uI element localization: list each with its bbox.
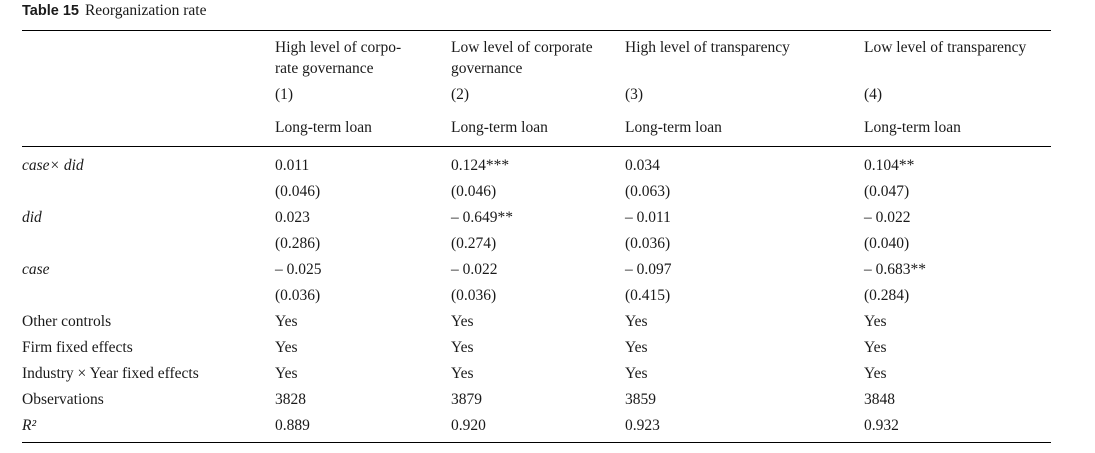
table-cell: Yes — [864, 313, 887, 330]
table-cell: Yes — [451, 339, 474, 356]
table-cell: Yes — [451, 365, 474, 382]
col4-index: (4) — [864, 86, 883, 103]
row-label: case× did — [22, 157, 84, 174]
table-cell: (0.286) — [275, 235, 321, 252]
table-cell: (0.284) — [864, 287, 910, 304]
row-label: Observations — [22, 391, 104, 408]
table-cell: Yes — [864, 365, 887, 382]
table-cell: Yes — [625, 339, 648, 356]
col2-dep-var: Long-term loan — [451, 119, 548, 136]
table-cell: Yes — [275, 365, 298, 382]
table-cell: – 0.683** — [864, 261, 926, 278]
table-cell: – 0.097 — [625, 261, 672, 278]
table-cell: – 0.025 — [275, 261, 322, 278]
row-label: did — [22, 209, 42, 226]
table-cell: (0.046) — [451, 183, 497, 200]
col1-dep-var: Long-term loan — [275, 119, 372, 136]
table-cell: Yes — [451, 313, 474, 330]
table-cell: – 0.022 — [451, 261, 498, 278]
table-cell: 3879 — [451, 391, 482, 408]
table-title: Reorganization rate — [84, 2, 207, 19]
table-cell: 3828 — [275, 391, 306, 408]
col1-header-line1: High level of corpo- — [275, 39, 402, 56]
table-cell: 0.011 — [275, 157, 310, 174]
row-label: R² — [22, 417, 37, 434]
bottom-rule — [22, 442, 1051, 443]
table-cell: (0.415) — [625, 287, 671, 304]
col2-header-line2: governance — [451, 60, 523, 77]
table-cell: 0.920 — [451, 417, 486, 434]
table-cell: 0.104** — [864, 157, 915, 174]
table-cell: – 0.011 — [625, 209, 671, 226]
col2-index: (2) — [451, 86, 470, 103]
table-cell: (0.036) — [625, 235, 671, 252]
table-cell: 0.034 — [625, 157, 660, 174]
table-number: Table 15 — [22, 3, 79, 19]
table-cell: (0.047) — [864, 183, 910, 200]
table-cell: (0.036) — [275, 287, 321, 304]
row-label: Industry × Year fixed effects — [22, 365, 199, 382]
table-cell: 0.889 — [275, 417, 310, 434]
row-label: case — [22, 261, 50, 278]
col4-header-line1: Low level of transparency — [864, 39, 1027, 56]
table-cell: Yes — [864, 339, 887, 356]
table-cell: 0.124*** — [451, 157, 510, 174]
col3-header-line1: High level of transparency — [625, 39, 790, 56]
table-cell: 3848 — [864, 391, 895, 408]
col1-header-line2: rate governance — [275, 60, 374, 77]
table-cell: (0.046) — [275, 183, 321, 200]
table-cell: 3859 — [625, 391, 656, 408]
table-cell: 0.923 — [625, 417, 660, 434]
table-cell: (0.040) — [864, 235, 910, 252]
table-cell: – 0.022 — [864, 209, 911, 226]
table-cell: (0.063) — [625, 183, 671, 200]
table-cell: Yes — [275, 339, 298, 356]
table-cell: Yes — [275, 313, 298, 330]
col3-index: (3) — [625, 86, 644, 103]
col3-dep-var: Long-term loan — [625, 119, 722, 136]
row-label: Firm fixed effects — [22, 339, 133, 356]
table-cell: 0.023 — [275, 209, 310, 226]
table-caption: Table 15 Reorganization rate — [22, 2, 206, 20]
table-cell: Yes — [625, 365, 648, 382]
table-cell: – 0.649** — [451, 209, 513, 226]
table-cell: (0.274) — [451, 235, 497, 252]
table-cell: (0.036) — [451, 287, 497, 304]
col1-index: (1) — [275, 86, 294, 103]
table-cell: 0.932 — [864, 417, 899, 434]
top-rule — [22, 30, 1051, 31]
table-cell: Yes — [625, 313, 648, 330]
header-rule — [22, 146, 1051, 147]
col4-dep-var: Long-term loan — [864, 119, 961, 136]
col2-header-line1: Low level of corporate — [451, 39, 593, 56]
row-label: Other controls — [22, 313, 112, 330]
